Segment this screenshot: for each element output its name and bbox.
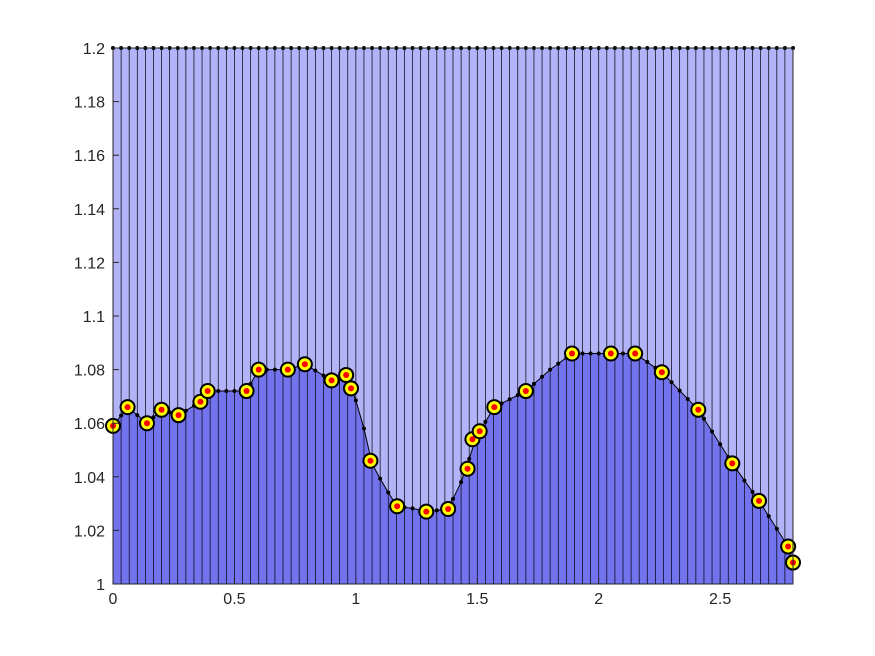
marker-dot (158, 406, 165, 413)
profile-dot (540, 374, 545, 379)
marker-dot (522, 388, 529, 395)
y-tick-label: 1.14 (74, 202, 105, 219)
marker-dot (469, 436, 476, 443)
profile-dot (459, 480, 464, 485)
profile-dot (588, 351, 593, 356)
profile-dot (531, 381, 536, 386)
data-markers (105, 345, 801, 571)
profile-dot (548, 367, 553, 372)
y-tick-label: 1.06 (74, 416, 105, 433)
y-tick-label: 1.18 (74, 95, 105, 112)
marker-dot (695, 406, 702, 413)
profile-dot (556, 361, 561, 366)
profile-dot (718, 442, 723, 447)
y-tick-label: 1.12 (74, 255, 105, 272)
profile-dot (685, 396, 690, 401)
marker-dot (491, 404, 498, 411)
profile-dot (621, 351, 625, 356)
profile-dot (483, 419, 488, 424)
y-tick-label: 1.16 (74, 148, 105, 165)
slice-lines (112, 48, 794, 584)
profile-dot (216, 389, 221, 394)
profile-dot (232, 389, 237, 394)
profile-dot (135, 413, 140, 418)
x-tick-label: 2.5 (709, 591, 731, 608)
profile-dot (507, 397, 512, 402)
profile-dot (272, 367, 277, 372)
profile-dot (313, 368, 318, 373)
profile-dot (645, 360, 650, 365)
marker-dot (756, 497, 762, 504)
marker-dot (785, 543, 792, 550)
profile-dot (580, 351, 585, 356)
profile-dot (386, 490, 391, 495)
marker-dot (144, 420, 150, 427)
marker-dot (284, 366, 291, 373)
profile-dot (766, 514, 771, 519)
marker-dot (204, 388, 211, 395)
marker-dot (328, 377, 335, 384)
profile-dot (750, 489, 755, 494)
marker-dot (255, 366, 262, 373)
profile-dot (677, 388, 682, 393)
marker-dot (243, 388, 250, 395)
profile-dot (378, 476, 383, 481)
y-tick-label: 1.04 (74, 470, 105, 487)
marker-dot (343, 371, 350, 378)
x-tick-label: 2 (594, 591, 603, 608)
marker-dot (348, 385, 354, 392)
profile-dot (353, 398, 358, 403)
marker-dot (607, 350, 614, 357)
y-tick-label: 1.08 (74, 363, 105, 380)
profile-dot (742, 478, 747, 483)
x-tick-label: 0.5 (223, 591, 245, 608)
profile-dot (361, 426, 366, 431)
marker-dot (394, 503, 401, 510)
profile-dot (410, 506, 415, 511)
profile-dot (451, 496, 455, 501)
marker-dot (301, 361, 308, 368)
profile-dot (467, 456, 472, 461)
y-tick-label: 1 (96, 577, 105, 594)
profile-dot (224, 389, 229, 394)
y-tick-label: 1.02 (74, 523, 105, 540)
profile-dot (710, 429, 715, 434)
marker-dot (124, 404, 131, 411)
profile-dot (669, 380, 674, 385)
marker-dot (445, 505, 452, 512)
x-tick-label: 1.5 (466, 591, 488, 608)
y-tick-label: 1.2 (83, 41, 105, 58)
profile-dot (774, 526, 779, 531)
marker-dot (476, 428, 483, 435)
marker-dot (632, 350, 639, 357)
x-axis: 0 0.5 1 1.5 2 2.5 (109, 578, 731, 608)
profile-dot (434, 508, 439, 513)
marker-dot (658, 369, 665, 376)
marker-dot (175, 412, 182, 419)
y-tick-label: 1.1 (83, 309, 105, 326)
x-tick-label: 0 (109, 591, 118, 608)
profile-dot (701, 416, 706, 421)
marker-dot (423, 508, 430, 515)
x-tick-label: 1 (351, 591, 360, 608)
profile-dot (596, 351, 601, 356)
marker-dot (569, 350, 575, 357)
marker-dot (197, 398, 204, 405)
profile-dot (321, 373, 326, 378)
profile-dot (119, 413, 124, 418)
marker-dot (367, 457, 374, 464)
y-axis: 1 1.02 1.04 1.06 1.08 1.1 1.12 1.14 1.16 1.18 1.2 (74, 41, 119, 594)
marker-dot (464, 465, 471, 472)
marker-dot (729, 460, 736, 467)
